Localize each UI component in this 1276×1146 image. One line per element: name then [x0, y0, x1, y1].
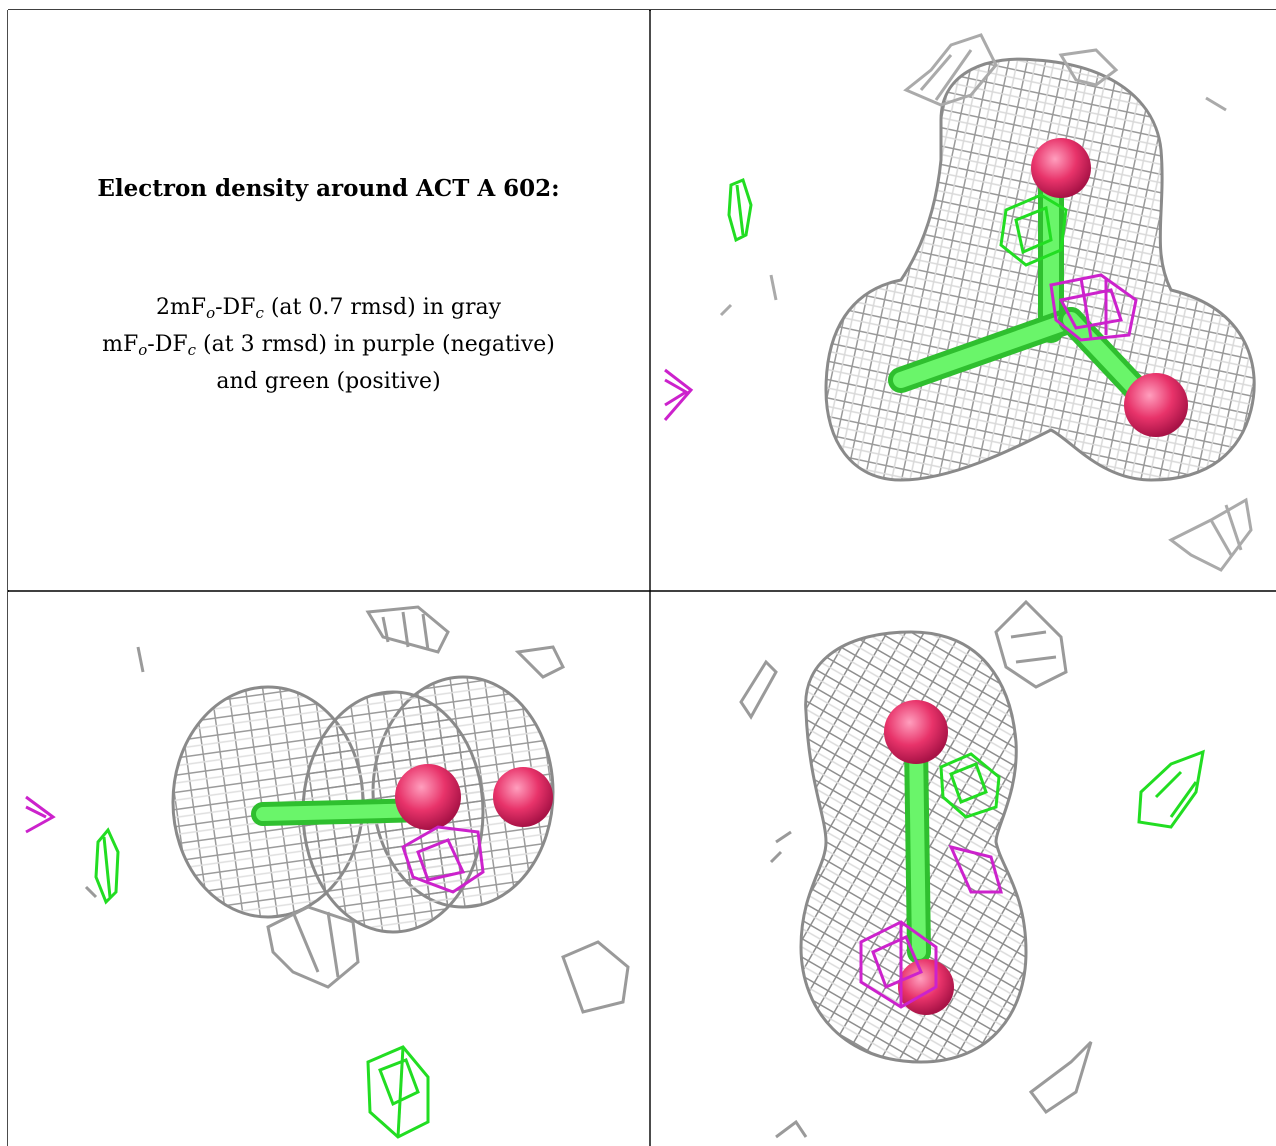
negative-fragment-left: [25, 795, 56, 834]
line2-sub-c: c: [187, 341, 197, 359]
oxygen-atom-back: [493, 767, 553, 827]
density-render-bottom-right: [739, 599, 1205, 1139]
view-bottom-right: [651, 592, 1276, 1146]
line1-suffix: (at 0.7 rmsd) in gray: [263, 295, 502, 320]
positive-density-mesh: [939, 749, 1205, 829]
legend-line-gray: 2mFo-DFc (at 0.7 rmsd) in gray: [8, 292, 649, 329]
negative-density-mesh: [859, 844, 1003, 1009]
legend-line-colors: and green (positive): [216, 369, 441, 394]
oxygen-atom-top: [884, 700, 948, 764]
stray-gray-fragments: [719, 33, 1253, 572]
positive-density-mesh: [94, 827, 430, 1139]
positive-density-mesh: [727, 177, 1068, 267]
stray-gray-fragments: [84, 605, 630, 1014]
oxygen-atom-right: [1124, 373, 1188, 437]
oxygen-atom-bottom: [898, 959, 954, 1015]
negative-density-mesh: [401, 825, 485, 894]
negative-fragment-left: [663, 368, 694, 421]
oxygen-atom-top: [1031, 138, 1091, 198]
density-render-bottom-left: [25, 605, 630, 1139]
stray-gray-fragments: [739, 599, 1093, 1139]
negative-density-mesh: [1049, 273, 1138, 342]
view-top-right: [651, 10, 1276, 590]
line2-prefix: mF: [102, 332, 139, 357]
legend-lines: 2mFo-DFc (at 0.7 rmsd) in gray mFo-DFc (…: [8, 292, 649, 398]
ligand-bond: [904, 730, 931, 964]
line2-mid: -DF: [147, 332, 188, 357]
line1-prefix: 2mF: [155, 295, 207, 320]
legend-panel: Electron density around ACT A 602: 2mFo-…: [8, 10, 649, 590]
view-bottom-left: [8, 592, 649, 1146]
legend-title: Electron density around ACT A 602:: [97, 175, 560, 202]
line1-sub-o: o: [206, 304, 216, 322]
legend-line-difference: mFo-DFc (at 3 rmsd) in purple (negative): [8, 329, 649, 366]
line2-suffix: (at 3 rmsd) in purple (negative): [196, 332, 555, 357]
density-render-top-right: [663, 33, 1256, 572]
line1-mid: -DF: [215, 295, 256, 320]
line2-sub-o: o: [138, 341, 148, 359]
line1-sub-c: c: [255, 304, 264, 322]
oxygen-atom-front: [395, 764, 461, 830]
